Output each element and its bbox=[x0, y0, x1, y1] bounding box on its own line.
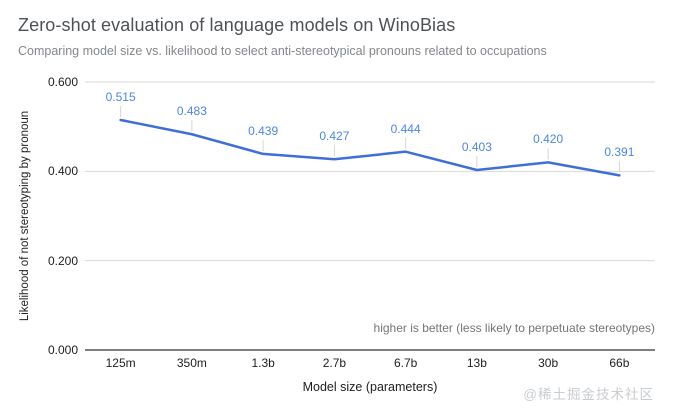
data-point-label: 0.420 bbox=[533, 132, 564, 147]
data-point-label: 0.403 bbox=[461, 139, 492, 154]
data-point-label: 0.515 bbox=[105, 89, 136, 104]
data-point-label: 0.439 bbox=[248, 123, 279, 138]
data-point-label: 0.483 bbox=[176, 104, 207, 119]
x-tick-label: 2.7b bbox=[322, 356, 347, 370]
x-tick-label: 66b bbox=[609, 356, 630, 370]
x-tick-label: 30b bbox=[538, 356, 559, 370]
y-tick-label: 0.000 bbox=[47, 343, 78, 357]
y-tick-label: 0.600 bbox=[47, 75, 78, 89]
x-tick-label: 350m bbox=[176, 356, 207, 370]
chart-title: Zero-shot evaluation of language models … bbox=[18, 15, 456, 35]
data-point-label: 0.391 bbox=[604, 145, 635, 160]
y-tick-label: 0.200 bbox=[47, 253, 78, 268]
x-tick-label: 125m bbox=[105, 356, 136, 370]
watermark: @稀土掘金技术社区 bbox=[523, 387, 654, 402]
x-tick-label: 6.7b bbox=[393, 356, 418, 370]
y-tick-label: 0.400 bbox=[47, 164, 78, 179]
data-point-label: 0.427 bbox=[319, 129, 350, 144]
chart-subtitle: Comparing model size vs. likelihood to s… bbox=[18, 44, 547, 58]
x-axis-title: Model size (parameters) bbox=[302, 380, 438, 394]
series-line bbox=[119, 118, 621, 177]
x-tick-label: 13b bbox=[466, 356, 487, 370]
annotation-note: higher is better (less likely to perpetu… bbox=[373, 321, 655, 335]
x-tick-label: 1.3b bbox=[251, 356, 275, 370]
data-point-label: 0.444 bbox=[390, 121, 421, 136]
